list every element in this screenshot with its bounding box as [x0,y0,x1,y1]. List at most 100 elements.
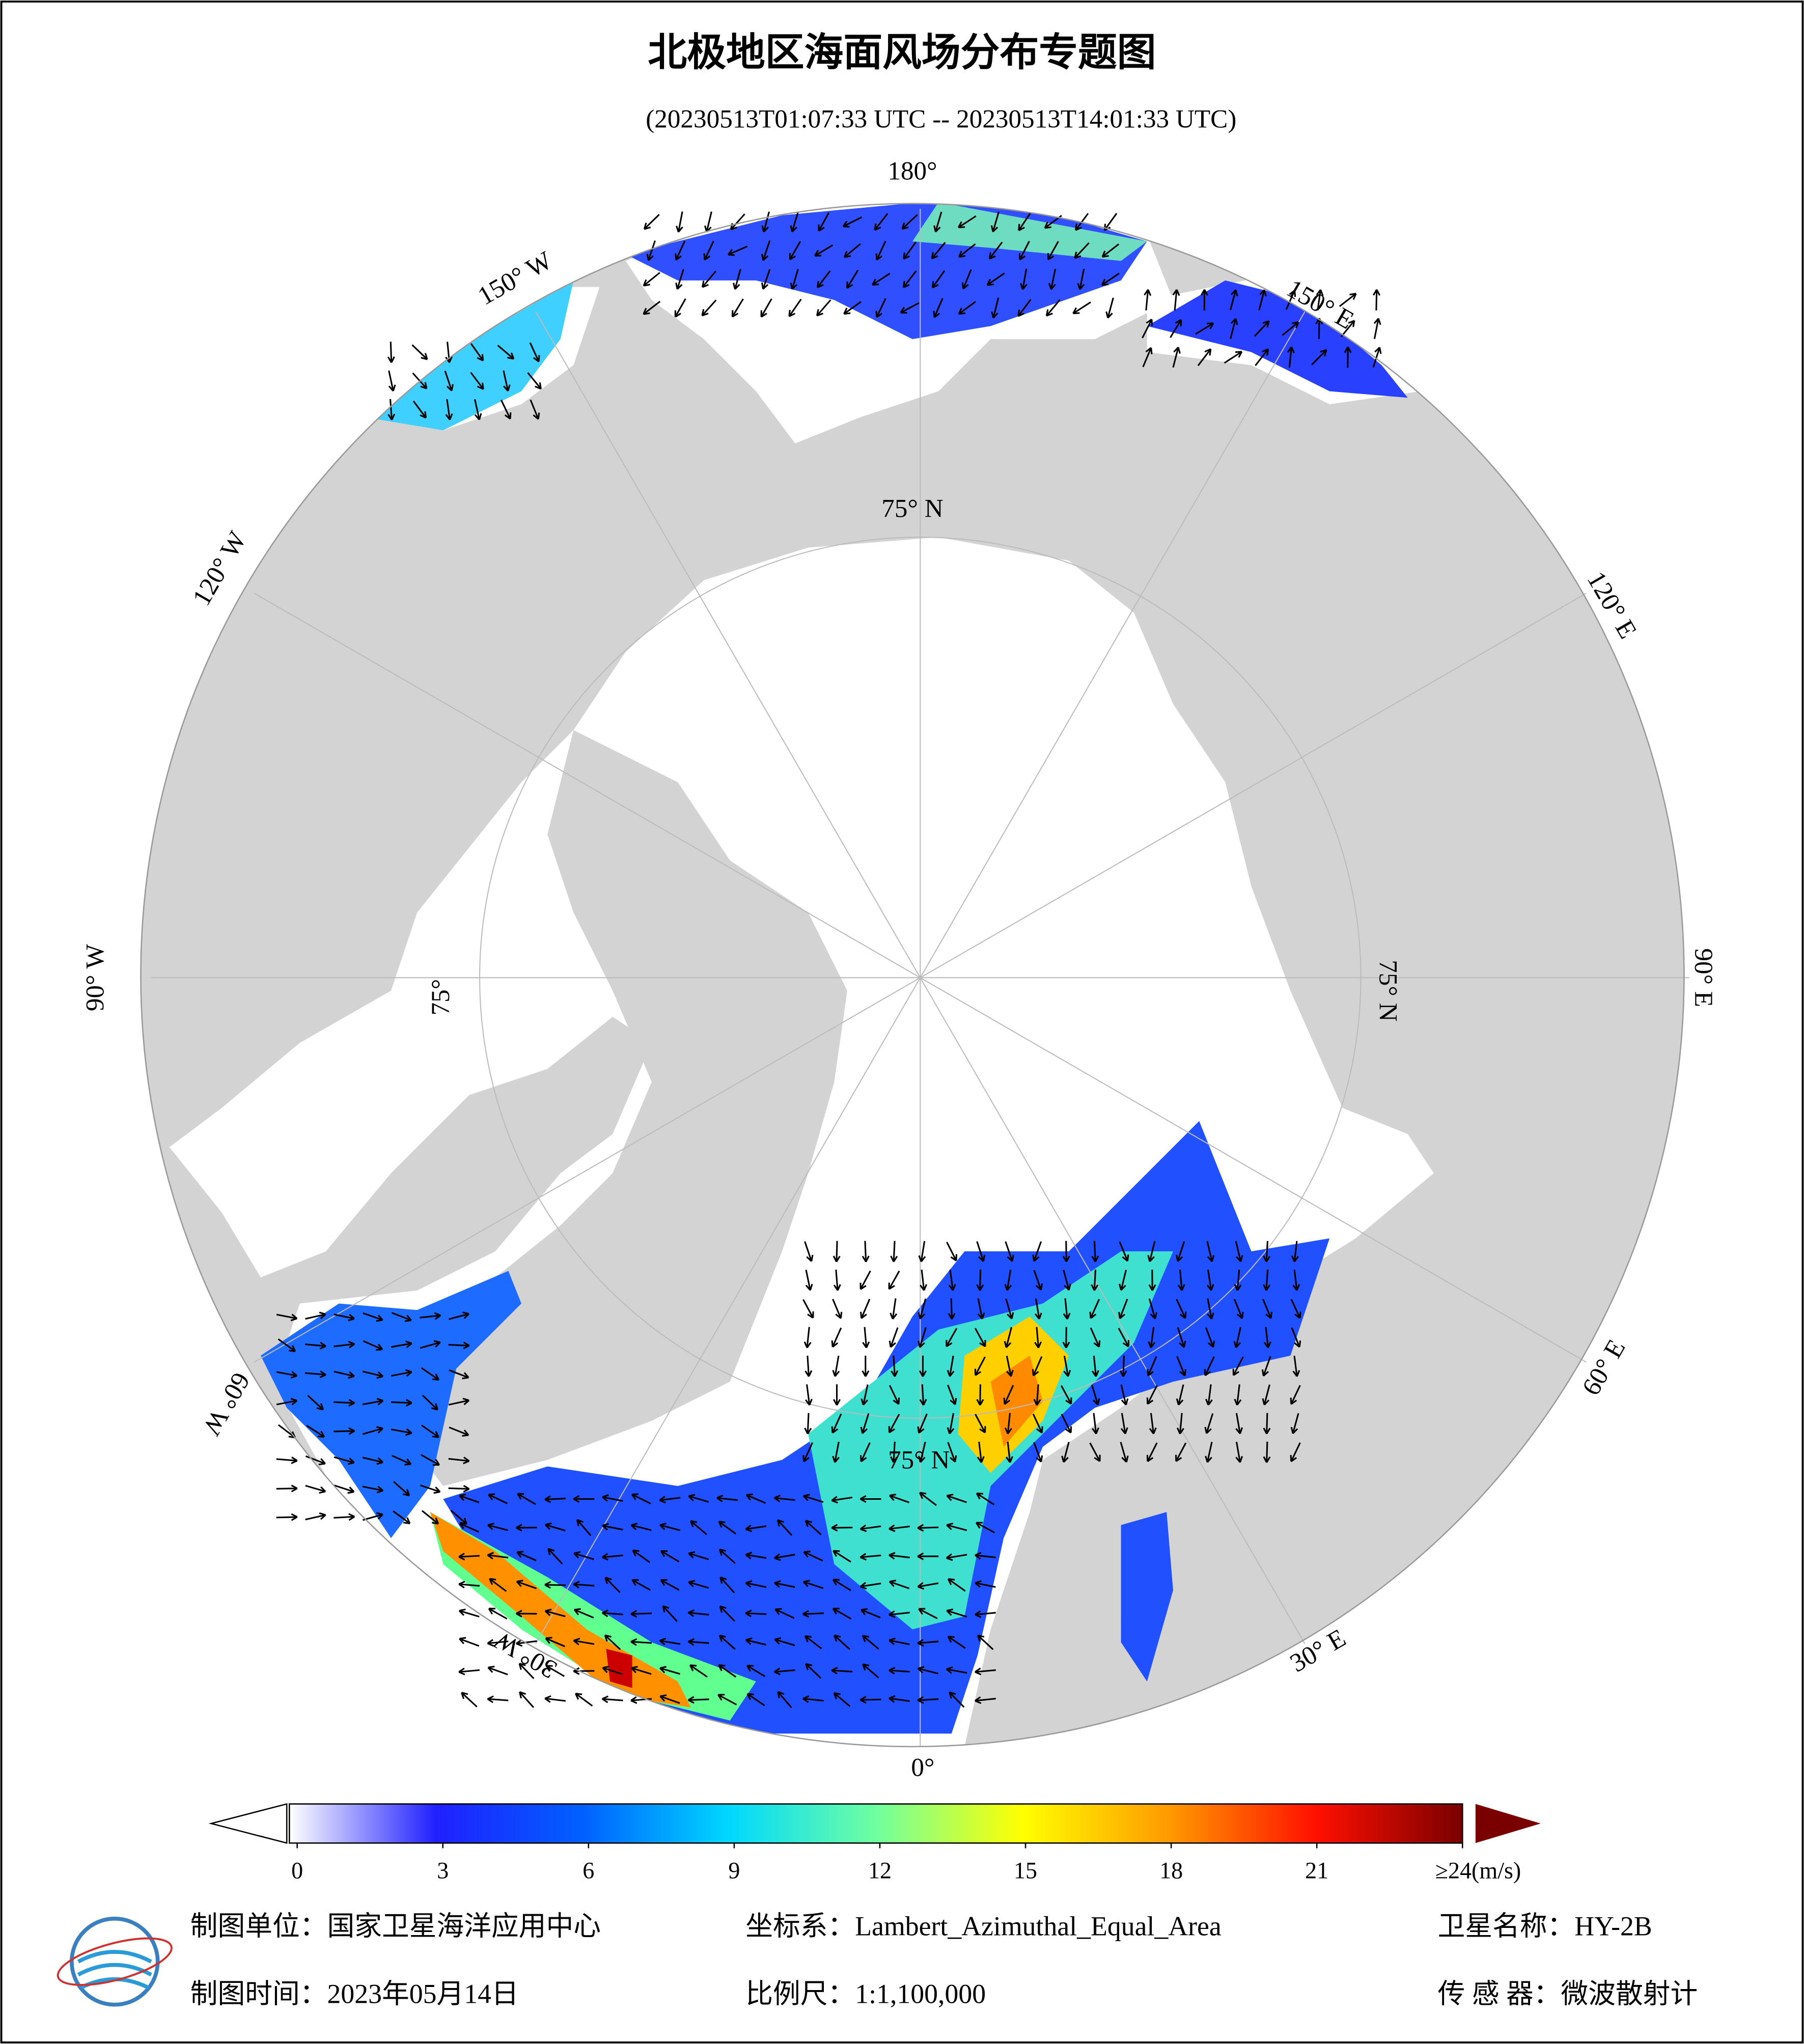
wind-arrow [958,243,976,258]
wind-arrow [947,1578,966,1592]
wind-arrow [986,272,1005,286]
wind-arrow [843,301,862,315]
wind-arrow [774,1608,795,1619]
wind-arrow [1034,1327,1042,1349]
wind-arrow [420,1340,441,1349]
wind-arrow [920,1269,928,1291]
wind-arrow [958,215,977,229]
wind-arrow [789,241,801,261]
wind-arrow [659,1522,681,1531]
wind-arrow [1206,1241,1215,1263]
wind-arrow [362,1457,384,1465]
wind-arrow [776,1519,793,1536]
wind-arrow [1062,1241,1070,1263]
wind-arrow [861,1384,869,1406]
wind-arrow [1032,1356,1043,1377]
wind-arrow [544,1608,566,1617]
wind-arrow [1232,1356,1244,1376]
wind-arrow [1290,1385,1301,1405]
wind-arrow [576,1519,592,1536]
wind-arrow [918,1327,927,1348]
wind-arrow [393,1510,411,1524]
wind-arrow [1263,1413,1271,1435]
wind-arrow [919,1492,937,1506]
meridian [920,593,1587,978]
wind-arrow [802,1442,814,1463]
wind-arrow [832,1579,851,1591]
wind-arrow [917,1552,939,1560]
wind-arrow [946,1522,967,1531]
wind-arrow [420,1312,441,1320]
wind-arrow [1003,1385,1014,1405]
wind-arrow [1234,1269,1242,1291]
wind-arrow [660,1550,680,1562]
wind-arrow [1018,212,1031,232]
wind-arrow [1175,1442,1187,1462]
wind-arrow [387,342,395,363]
wind-arrow [872,272,891,286]
wind-arrow [991,297,1000,319]
wind-arrow [974,1328,986,1348]
wind-arrow [804,1241,814,1262]
meridian [535,311,921,978]
wind-arrow [917,1639,939,1647]
wind-arrow [844,243,861,258]
wind-arrow [363,1312,383,1322]
wind-arrow [745,1609,767,1617]
wind-arrow [1089,1299,1100,1319]
wind-arrow [900,302,920,314]
wind-arrow [1291,1241,1299,1263]
wind-arrow [975,1414,986,1434]
wind-arrow [1176,1356,1187,1377]
wind-arrow [687,1696,709,1704]
wind-arrow [718,1634,736,1650]
wind-arrow [947,1384,957,1405]
logo [57,1916,173,2007]
wind-arrow [630,1610,652,1618]
wind-arrow [458,1667,480,1675]
wind-arrow [832,1355,840,1377]
wind-arrow [646,240,656,261]
wind-arrow [774,1580,795,1588]
wind-arrow [802,1299,814,1319]
wind-arrow [946,1608,967,1618]
wind-arrow [487,1695,509,1703]
wind-arrow [831,1413,842,1434]
wind-arrow [802,1580,824,1589]
wind-arrow [688,1494,709,1503]
wind-arrow [958,301,976,315]
wind-arrow [503,370,511,392]
wind-arrow [946,1494,967,1503]
wind-arrow [334,1398,355,1407]
wind-arrow [305,1311,326,1320]
wind-arrow [717,1694,737,1705]
wind-arrow [675,269,684,290]
wind-arrow [976,1269,984,1291]
wind-arrow [1339,293,1357,307]
wind-arrow [1204,1413,1214,1434]
wind-arrow [832,1241,841,1263]
wind-arrow [659,1694,680,1704]
wind-arrow [831,1667,853,1675]
wind-arrow [917,1666,938,1674]
wind-arrow [306,1424,325,1438]
wind-arrow [1233,1299,1244,1319]
wind-arrow [305,1512,326,1521]
wind-arrow [1170,319,1182,338]
wind-arrow [788,298,802,317]
wind-arrow [362,1486,384,1494]
wind-arrow [1092,1413,1099,1435]
wind-arrow [859,1270,871,1290]
wind-arrow [487,1552,509,1560]
wind-arrow [889,1667,910,1675]
wind-arrow [975,1610,996,1618]
wind-arrow [544,1695,566,1703]
wind-arrow [975,1552,996,1560]
wind-arrow [947,1442,957,1463]
longitude-label: 90° W [81,944,110,1012]
wind-arrow [1292,1355,1300,1377]
wind-arrow [449,1426,469,1437]
wind-arrow [917,1413,928,1434]
wind-arrow [931,242,946,260]
wind-arrow [773,1553,795,1561]
